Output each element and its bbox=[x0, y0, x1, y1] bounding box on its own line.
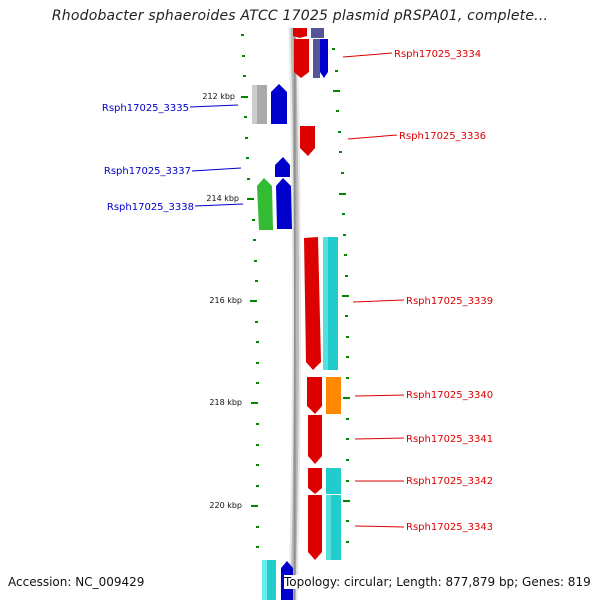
gene-label-3334[interactable]: Rsph17025_3334 bbox=[394, 49, 481, 60]
gene-labels: Rsph17025_3334 Rsph17025_3335 Rsph17025_… bbox=[102, 49, 493, 533]
gene-label-3338[interactable]: Rsph17025_3338 bbox=[107, 202, 194, 213]
gene-3343-feature[interactable] bbox=[308, 495, 341, 560]
kbp-label-220: 220 kbp bbox=[209, 501, 242, 510]
gene-3337-feature[interactable] bbox=[275, 157, 290, 177]
kbp-label-218: 218 kbp bbox=[209, 398, 242, 407]
kbp-label-212: 212 kbp bbox=[202, 92, 235, 101]
gene-3338-feature[interactable] bbox=[257, 178, 292, 230]
kbp-label-216: 216 kbp bbox=[209, 296, 242, 305]
gene-3342-feature[interactable] bbox=[308, 468, 341, 494]
accession-text: Accession: NC_009429 bbox=[8, 575, 145, 589]
kbp-label-214: 214 kbp bbox=[206, 194, 239, 203]
gene-3339-feature[interactable] bbox=[304, 237, 338, 370]
gene-label-3337[interactable]: Rsph17025_3337 bbox=[104, 166, 191, 177]
gene-label-3343[interactable]: Rsph17025_3343 bbox=[406, 522, 493, 533]
genome-summary-text: Topology: circular; Length: 877,879 bp; … bbox=[284, 575, 591, 589]
plasmid-backbone-core bbox=[290, 27, 299, 600]
kbp-labels: 212 kbp 214 kbp 216 kbp 218 kbp 220 kbp bbox=[202, 92, 242, 510]
gene-3335-feature[interactable] bbox=[252, 84, 287, 124]
gene-label-3340[interactable]: Rsph17025_3340 bbox=[406, 390, 493, 401]
gene-3341-feature[interactable] bbox=[308, 415, 322, 464]
gene-label-3339[interactable]: Rsph17025_3339 bbox=[406, 296, 493, 307]
gene-label-3335[interactable]: Rsph17025_3335 bbox=[102, 103, 189, 114]
label-lines bbox=[189, 52, 405, 528]
gene-label-3341[interactable]: Rsph17025_3341 bbox=[406, 434, 493, 445]
gene-3334-feature[interactable] bbox=[293, 28, 328, 78]
gene-3336-feature[interactable] bbox=[300, 126, 315, 156]
minor-ticks bbox=[241, 34, 349, 548]
bottom-features[interactable] bbox=[262, 560, 293, 600]
gene-label-3342[interactable]: Rsph17025_3342 bbox=[406, 476, 493, 487]
major-ticks bbox=[241, 90, 350, 507]
map-title: Rhodobacter sphaeroides ATCC 17025 plasm… bbox=[51, 8, 549, 24]
gene-label-3336[interactable]: Rsph17025_3336 bbox=[399, 131, 486, 142]
gene-3340-feature[interactable] bbox=[307, 377, 341, 414]
